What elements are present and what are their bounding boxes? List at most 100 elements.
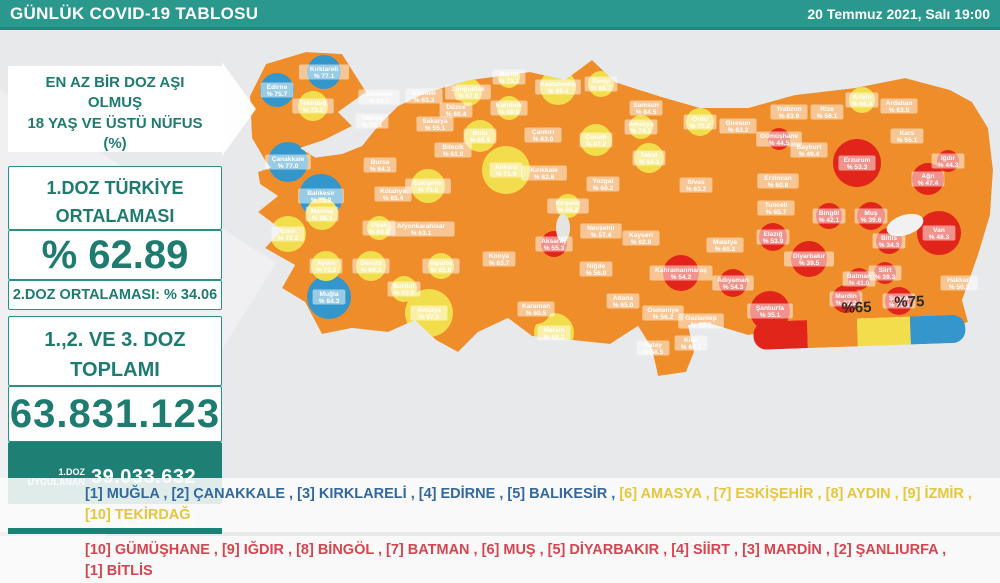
province-list-line: [1] MUĞLA , [2] ÇANAKKALE , [3] KIRKLARE… [85,484,1000,505]
svg-text:% 60.1: % 60.1 [681,344,702,351]
lake-tuz [556,214,570,242]
province-label-trabzon: Trabzon% 63.9 [770,104,808,120]
svg-text:% 63.5: % 63.5 [889,107,910,114]
province-label-aksaray: Aksaray% 55.3 [535,236,573,252]
province-label-isparta: Isparta% 65.5 [422,258,460,274]
svg-text:% 39.3: % 39.3 [875,274,896,281]
svg-text:Van: Van [933,227,945,234]
svg-text:Kastamonu: Kastamonu [540,81,576,88]
province-list-segment: [10] TEKİRDAĞ [85,507,191,523]
svg-text:% 75.7: % 75.7 [267,91,288,98]
province-list-line: [1] BİTLİS [85,561,1000,582]
svg-text:% 34.3: % 34.3 [879,242,900,249]
svg-text:% 62.5: % 62.5 [369,98,390,105]
province-label-eskişehir: Eskişehir% 73.6 [405,178,451,194]
svg-text:% 63.9: % 63.9 [779,113,800,120]
province-label-i̇zmir: İzmir% 72.2 [271,226,305,242]
province-label-şırnak: Şırnak% 41.6 [882,293,916,309]
svg-text:% 60.4: % 60.4 [446,111,467,118]
province-label-mersin: Mersin% 68.2 [537,325,571,341]
province-label-erzurum: Erzurum% 53.3 [838,155,876,171]
svg-text:Şanlıurfa: Şanlıurfa [756,305,785,312]
province-label-hakkari: Hakkari% 50.3 [940,275,978,291]
svg-text:% 63.2: % 63.2 [728,127,749,134]
province-label-mardin: Mardin% 37.2 [829,291,863,307]
province-label-manisa: Manisa% 68.3 [305,206,339,222]
svg-text:% 64.1: % 64.1 [639,159,660,166]
province-label-erzincan: Erzincan% 60.8 [757,173,799,189]
svg-text:% 70.2: % 70.2 [690,123,711,130]
svg-text:Erzurum: Erzurum [844,157,871,164]
dose2-average-line: 2.DOZ ORTALAMASI: % 34.06 [8,280,222,310]
svg-text:Tunceli: Tunceli [765,202,788,209]
province-label-muş: Muş% 39.6 [854,208,888,224]
svg-text:% 37.2: % 37.2 [836,300,857,307]
svg-text:% 44.5: % 44.5 [769,140,790,147]
legend-swatch-red [753,320,808,350]
svg-text:% 39.5: % 39.5 [799,260,820,267]
svg-text:% 63.7: % 63.7 [489,260,510,267]
lowest-provinces-strip: [10] GÜMÜŞHANE , [9] IĞDIR , [8] BİNGÖL … [0,536,1000,583]
svg-text:Sinop: Sinop [592,78,610,85]
svg-text:İzmir: İzmir [280,227,296,235]
svg-text:% 53.9: % 53.9 [763,238,784,245]
total-doses-title: 1.,2. VE 3. DOZ TOPLAMI [8,316,222,386]
province-label-bartın: Bartın% 71.1 [492,69,526,85]
province-label-giresun: Giresun% 63.2 [719,118,757,134]
province-label-çanakkale: Çanakkale% 77.0 [265,154,311,170]
province-label-yalova: Yalova% 70.1 [355,113,389,129]
province-label-ağrı: Ağrı% 47.4 [911,171,945,187]
svg-text:Denizli: Denizli [360,260,381,267]
svg-text:% 55.3: % 55.3 [544,245,565,252]
svg-text:Gümüşhane: Gümüşhane [760,133,798,140]
province-label-denizli: Denizli% 69.3 [352,258,390,274]
province-list-line: [10] GÜMÜŞHANE , [9] IĞDIR , [8] BİNGÖL … [85,540,1000,561]
svg-text:Kocaeli: Kocaeli [412,90,436,97]
province-label-kahramanmaraş: Kahramanmaraş% 54.2 [649,265,713,281]
province-label-çankırı: Çankırı% 63.0 [524,127,562,143]
svg-text:Ağrı: Ağrı [921,173,934,180]
province-label-bitlis: Bitlis% 34.3 [872,233,906,249]
svg-text:Burdur: Burdur [393,283,415,290]
svg-text:Samsun: Samsun [633,102,659,109]
svg-text:% 71.1: % 71.1 [499,78,520,85]
svg-text:Karabük: Karabük [496,102,523,109]
svg-text:Yalova: Yalova [362,115,383,122]
svg-text:Gaziantep: Gaziantep [685,315,717,322]
chevron-right-icon [222,62,256,156]
province-label-osmaniye: Osmaniye% 56.2 [642,305,684,321]
svg-text:% 77.0: % 77.0 [278,163,299,170]
svg-text:Osmaniye: Osmaniye [647,307,679,314]
svg-text:% 58.5: % 58.5 [643,349,664,356]
svg-text:Bolu: Bolu [473,130,488,137]
svg-text:Karaman: Karaman [522,303,550,310]
province-label-düzce: Düzce% 60.4 [439,102,473,118]
province-label-balıkesir: Balıkesir% 75.0 [298,188,344,204]
svg-text:% 63.0: % 63.0 [533,136,554,143]
province-label-amasya: Amasya% 74.5 [624,119,658,135]
svg-text:% 55.7: % 55.7 [691,322,712,329]
province-label-yozgat: Yozgat% 60.2 [586,176,620,192]
province-label-elazığ: Elazığ% 53.9 [756,229,790,245]
svg-text:Şırnak: Şırnak [889,295,909,302]
province-label-rize: Rize% 58.1 [810,104,844,120]
svg-text:Rize: Rize [820,106,834,113]
svg-text:% 69.0: % 69.0 [369,229,390,236]
svg-text:Çanakkale: Çanakkale [272,156,305,163]
svg-text:Bingöl: Bingöl [819,210,840,217]
province-label-burdur: Burdur% 69.5 [387,281,421,297]
svg-text:% 63.1: % 63.1 [411,230,432,237]
dose1-average-title: 1.DOZ TÜRKİYE ORTALAMASI [8,166,222,230]
svg-text:% 60.5: % 60.5 [526,310,547,317]
svg-text:Edirne: Edirne [267,84,288,91]
svg-text:Hatay: Hatay [644,342,662,349]
svg-text:Tekirdağ: Tekirdağ [300,100,327,107]
province-list-line: [10] TEKİRDAĞ [85,505,1000,526]
svg-text:Malatya: Malatya [713,239,738,246]
svg-text:Mardin: Mardin [835,293,857,300]
svg-text:Kütahya: Kütahya [380,188,406,195]
svg-text:% 42.1: % 42.1 [819,217,840,224]
legend-label-65: %65 [841,299,872,317]
svg-text:Uşak: Uşak [371,222,387,229]
